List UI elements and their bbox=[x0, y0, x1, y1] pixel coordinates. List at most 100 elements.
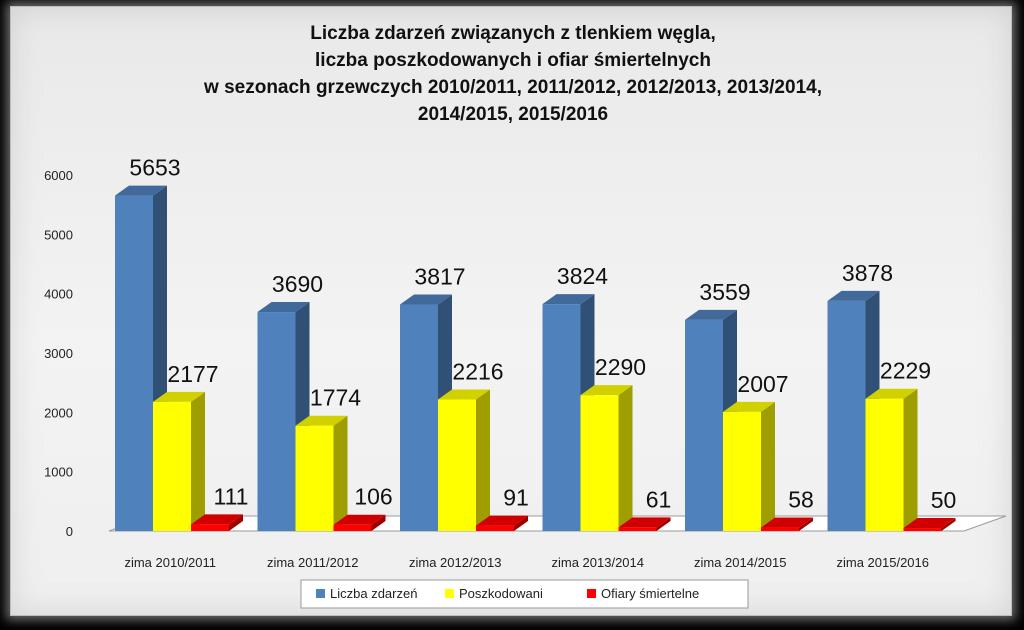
legend-label: Liczba zdarzeń bbox=[330, 586, 417, 601]
y-tick-label: 4000 bbox=[44, 287, 73, 302]
chart-title-line: 2014/2015, 2015/2016 bbox=[418, 104, 608, 125]
bar bbox=[295, 415, 348, 531]
data-label: 2216 bbox=[452, 359, 503, 385]
bar-side bbox=[371, 514, 386, 531]
bar-front bbox=[618, 527, 657, 531]
data-label: 3690 bbox=[272, 271, 323, 297]
bar-top bbox=[333, 514, 386, 525]
bar-front bbox=[685, 319, 723, 531]
bar bbox=[153, 391, 205, 531]
bar-front bbox=[333, 524, 372, 531]
bar-side bbox=[514, 515, 528, 531]
y-tick-label: 2000 bbox=[44, 405, 73, 420]
data-label: 3824 bbox=[557, 263, 608, 289]
x-tick-label: zima 2014/2015 bbox=[694, 555, 787, 570]
data-label: 106 bbox=[354, 484, 392, 510]
x-tick-label: zima 2010/2011 bbox=[124, 555, 216, 570]
bar-front bbox=[476, 525, 514, 531]
data-label: 111 bbox=[214, 483, 249, 509]
legend-label: Ofiary śmiertelne bbox=[601, 586, 699, 601]
bar-side bbox=[761, 401, 775, 531]
chart-frame: Liczba zdarzeń związanych z tlenkiem węg… bbox=[10, 6, 1012, 616]
bar-side bbox=[941, 518, 956, 531]
bar-top bbox=[723, 401, 775, 412]
bar-top bbox=[153, 391, 205, 402]
bar bbox=[476, 515, 528, 531]
chart-title-line: liczba poszkodowanych i ofiar śmiertelny… bbox=[315, 50, 711, 71]
chart-title: Liczba zdarzeń związanych z tlenkiem węg… bbox=[203, 23, 822, 125]
bar-front bbox=[153, 401, 191, 531]
bar-top bbox=[761, 517, 813, 528]
data-label: 58 bbox=[788, 487, 814, 513]
data-label: 50 bbox=[931, 487, 957, 513]
bar bbox=[865, 388, 918, 531]
x-axis: zima 2010/2011 zima 2011/2012 zima 2012/20… bbox=[124, 555, 929, 570]
y-tick-label: 6000 bbox=[44, 168, 73, 183]
x-tick-label: zima 2011/2012 bbox=[267, 555, 359, 570]
bar-top bbox=[476, 515, 528, 526]
x-tick-label: zima 2013/2014 bbox=[551, 555, 644, 570]
bar-front bbox=[115, 195, 153, 531]
data-labels: 5653 2177 111 3690 1774 106 3817 2216 91 3824 2290… bbox=[129, 155, 956, 513]
data-label: 91 bbox=[503, 485, 529, 511]
bar-top bbox=[542, 294, 595, 305]
bar-top bbox=[580, 385, 633, 396]
y-axis: 0 1000 2000 3000 4000 5000 6000 bbox=[44, 168, 73, 539]
data-label: 2177 bbox=[167, 361, 218, 387]
data-label: 61 bbox=[646, 486, 672, 512]
bars bbox=[115, 185, 956, 531]
bar-side bbox=[476, 389, 490, 531]
data-label: 2229 bbox=[880, 358, 931, 384]
data-label: 2290 bbox=[595, 354, 646, 380]
bar-top bbox=[115, 185, 167, 196]
bar-top bbox=[257, 302, 310, 313]
bar-front bbox=[723, 411, 761, 531]
bar-front bbox=[295, 425, 334, 531]
bar-top bbox=[618, 517, 671, 528]
bar-front bbox=[400, 304, 438, 531]
bar bbox=[618, 517, 671, 531]
bar-side bbox=[799, 517, 813, 531]
bar-front bbox=[542, 304, 581, 531]
legend-swatch bbox=[316, 589, 325, 598]
bar-front bbox=[191, 524, 229, 531]
bar-front bbox=[827, 300, 866, 531]
bar-side bbox=[191, 391, 205, 531]
bar-top bbox=[438, 389, 490, 400]
x-tick-label: zima 2012/2013 bbox=[409, 555, 502, 570]
bar-front bbox=[903, 528, 942, 531]
bar-top bbox=[191, 514, 243, 525]
bar-top bbox=[295, 415, 348, 426]
y-tick-label: 1000 bbox=[44, 465, 73, 480]
bar-side bbox=[618, 385, 633, 531]
bar-top bbox=[865, 388, 918, 399]
bar-side bbox=[333, 415, 348, 531]
bar bbox=[438, 389, 490, 531]
bar-front bbox=[438, 399, 476, 531]
data-label: 3878 bbox=[842, 260, 893, 286]
bar-top bbox=[685, 309, 737, 320]
data-label: 3559 bbox=[699, 279, 750, 305]
data-label: 5653 bbox=[129, 155, 180, 181]
legend-item: Ofiary śmiertelne bbox=[587, 586, 699, 601]
bar-top bbox=[903, 518, 956, 529]
legend: Liczba zdarzeń Poszkodowani Ofiary śmierte… bbox=[300, 579, 749, 609]
legend-box bbox=[300, 579, 749, 609]
bar-top bbox=[827, 290, 880, 301]
legend-swatch bbox=[445, 589, 454, 598]
legend-label: Poszkodowani bbox=[459, 586, 543, 601]
bar-front bbox=[257, 312, 296, 531]
bar bbox=[580, 385, 633, 531]
legend-item: Liczba zdarzeń bbox=[316, 586, 417, 601]
y-tick-label: 3000 bbox=[44, 346, 73, 361]
bar-side bbox=[229, 514, 243, 531]
bar-side bbox=[656, 517, 671, 531]
chart-title-line: w sezonach grzewczych 2010/2011, 2011/20… bbox=[203, 77, 822, 98]
data-label: 2007 bbox=[737, 371, 788, 397]
chart-title-line: Liczba zdarzeń związanych z tlenkiem węg… bbox=[310, 23, 715, 44]
bar-top bbox=[400, 294, 452, 305]
bar bbox=[333, 514, 386, 531]
chart-svg: Liczba zdarzeń związanych z tlenkiem węg… bbox=[44, 23, 1007, 609]
legend-item: Poszkodowani bbox=[445, 586, 543, 601]
bar-front bbox=[761, 527, 799, 531]
